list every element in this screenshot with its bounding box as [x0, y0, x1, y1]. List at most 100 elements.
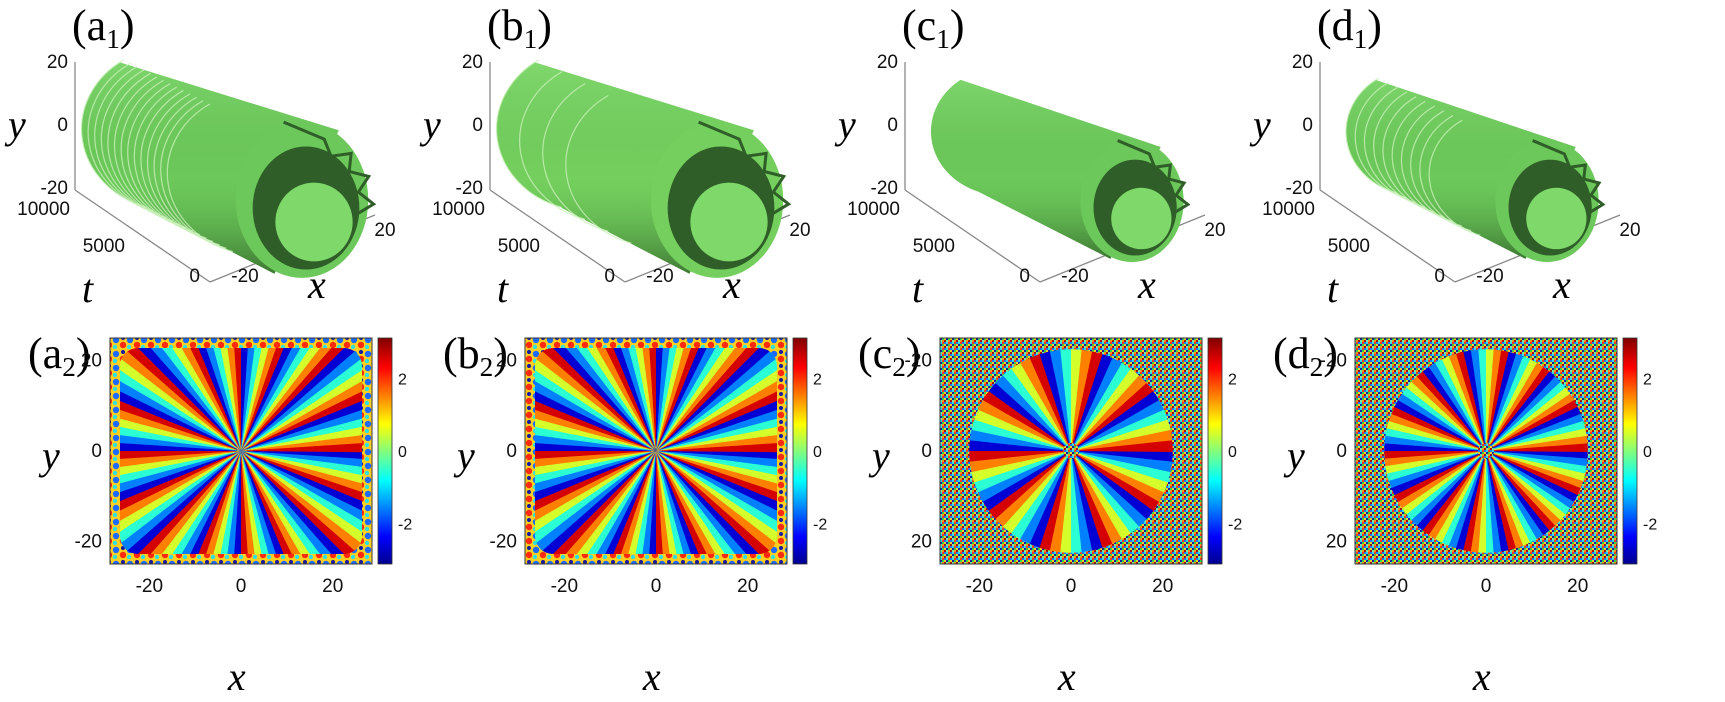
phase-wedge	[241, 451, 362, 554]
y-axis-label: y	[4, 102, 26, 147]
phase-wedge	[656, 451, 777, 554]
phase-wedge	[241, 451, 362, 554]
y-tick-label: 0	[921, 441, 932, 462]
phase-wedge	[656, 387, 777, 451]
panel-label-subscript: 2	[62, 352, 76, 382]
front-opening	[650, 120, 792, 278]
panel-label-letter: (c	[902, 1, 936, 50]
phase-wedge	[656, 348, 752, 451]
phase-wedge	[120, 348, 241, 451]
phase-wedge	[969, 373, 1071, 451]
x-tick-label: -20	[1381, 576, 1408, 597]
phase-wedge	[535, 348, 656, 451]
phase-wedge	[1486, 451, 1531, 553]
phase-wedge	[241, 387, 362, 451]
inner-floor	[1526, 187, 1587, 250]
t-tick-label: 5000	[498, 236, 540, 257]
phase-wedge	[969, 449, 1071, 467]
phase-wedge	[241, 451, 362, 547]
x-tick-label: -20	[966, 576, 993, 597]
panel-label-letter: (c	[858, 329, 892, 378]
phase-wedge	[535, 451, 656, 554]
phase-wedge	[120, 451, 241, 554]
phase-wedge	[241, 403, 362, 451]
phase-wedge	[535, 451, 656, 545]
phase-blades	[120, 348, 362, 554]
phase-wedge	[162, 348, 241, 451]
phase-wedge	[656, 451, 777, 554]
t-tick-label: 0	[189, 266, 200, 287]
phase-wedge	[535, 348, 656, 451]
phase-wedge	[241, 451, 362, 554]
phase-wedge	[1071, 388, 1173, 451]
surface-ring	[1373, 91, 1425, 208]
phase-wedge	[656, 451, 777, 554]
phase-wedge	[656, 348, 766, 451]
colorbar	[377, 337, 393, 565]
panel-label-letter: (d	[1317, 1, 1354, 50]
phase-wedge	[241, 451, 289, 554]
phase-wedge	[120, 348, 241, 451]
inner-floor	[1111, 187, 1172, 250]
surface-ring	[1363, 86, 1416, 204]
phase-wedge	[656, 348, 777, 451]
phase-wedge	[1430, 349, 1486, 451]
phase-wedge	[133, 348, 241, 451]
phase-wedge	[120, 348, 241, 451]
y-tick-label: 20	[1326, 531, 1347, 552]
x-tick-label: 20	[789, 220, 810, 241]
phase-wedge	[120, 451, 241, 554]
phase-wedge	[241, 435, 362, 454]
phase-wedge	[1384, 451, 1486, 507]
phase-wedge	[241, 451, 362, 554]
x-axis-label: x	[1137, 262, 1156, 307]
panel-label-close: )	[76, 329, 91, 378]
x-axis-label: x	[642, 654, 661, 699]
panel-label-close: )	[1367, 1, 1382, 50]
phase-wedge	[656, 451, 777, 554]
phase-wedge	[1071, 349, 1135, 451]
y-axis-label: y	[453, 433, 475, 478]
phase-wedge	[656, 451, 764, 554]
phase-wedge	[969, 387, 1071, 451]
t-axis-label: t	[912, 266, 924, 311]
surface-ring	[1391, 100, 1444, 218]
phase-wedge	[656, 348, 777, 451]
colorbar-tick-label: -2	[1228, 516, 1242, 533]
phase-wedge	[120, 451, 241, 554]
panel-label: (a1)	[72, 1, 134, 54]
phase-wedge	[653, 451, 672, 554]
phase-wedge	[656, 348, 777, 451]
phase-wedge	[1384, 451, 1486, 496]
phase-wedge	[535, 348, 656, 451]
surface-cylinder	[1345, 77, 1606, 263]
phase-wedge	[656, 348, 777, 451]
phase-wedge	[241, 451, 362, 554]
phase-wedge	[120, 348, 241, 451]
phase-wedge	[560, 451, 656, 554]
surface-ring	[120, 79, 187, 229]
phase-wedge	[656, 451, 750, 554]
phase-wedge	[656, 451, 777, 554]
phase-wedge	[1384, 451, 1486, 474]
phase-wedge	[656, 348, 777, 451]
phase-wedge	[535, 451, 656, 554]
phase-wedge	[120, 451, 241, 554]
y-axis-label: y	[1249, 102, 1271, 147]
phase-wedge	[1486, 451, 1542, 553]
surface-cylinder	[80, 59, 377, 278]
phase-wedge	[535, 451, 656, 554]
phase-wedge	[535, 348, 656, 451]
surface-ring	[153, 96, 220, 246]
phase-wedge	[241, 348, 362, 451]
phase-wedge	[1071, 349, 1149, 451]
panel-label-subscript: 2	[1310, 352, 1324, 382]
phase-wedge	[1486, 406, 1588, 451]
phase-wedge	[1384, 393, 1486, 451]
x-tick-label: 0	[1481, 576, 1492, 597]
map-frame	[939, 337, 1203, 565]
x-tick-label: 0	[1066, 576, 1077, 597]
panel-label-close: )	[1323, 329, 1338, 378]
